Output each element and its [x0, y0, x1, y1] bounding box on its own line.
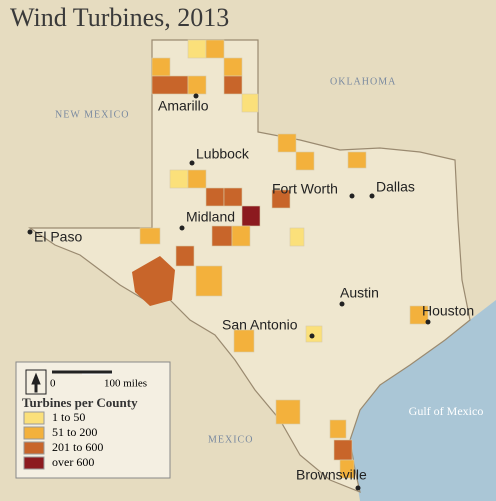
legend-swatch — [23, 411, 45, 425]
north-box — [25, 369, 47, 395]
county — [223, 75, 243, 95]
county — [132, 256, 175, 306]
city-dot — [425, 319, 431, 325]
legend-swatch — [23, 426, 45, 440]
legend-label: 51 to 200 — [52, 425, 97, 439]
county — [223, 187, 243, 207]
county — [187, 39, 207, 59]
city-dot — [189, 160, 195, 166]
county — [211, 225, 233, 247]
region-label: NEW MEXICO — [55, 109, 130, 120]
water-label: Gulf of Mexico — [409, 404, 484, 418]
city-label: Dallas — [376, 179, 415, 195]
county — [139, 227, 161, 245]
county — [151, 75, 189, 95]
legend-swatch — [23, 441, 45, 455]
city-dot — [27, 229, 33, 235]
city-dot — [339, 301, 345, 307]
county — [277, 133, 297, 153]
title: Wind Turbines, 2013 — [10, 3, 229, 32]
county — [205, 39, 225, 59]
city-dot — [355, 485, 361, 491]
county — [295, 151, 315, 171]
cities: Amarillo Lubbock Fort Worth Dallas Midla… — [27, 93, 474, 491]
city-label: San Antonio — [222, 317, 298, 333]
county — [187, 75, 207, 95]
legend-label: 1 to 50 — [52, 410, 85, 424]
county — [195, 265, 223, 297]
legend-label: 201 to 600 — [52, 440, 103, 454]
county — [187, 169, 207, 189]
county — [289, 227, 305, 247]
county — [241, 205, 261, 227]
county — [233, 329, 255, 353]
scale-label: 0 — [50, 378, 56, 390]
county — [333, 439, 353, 461]
city-label: Amarillo — [158, 98, 209, 114]
county — [409, 305, 429, 325]
city-label: Austin — [340, 285, 379, 301]
city-label: Lubbock — [196, 146, 250, 162]
legend-title: Turbines per County — [22, 395, 138, 410]
legend: 0 100 miles Turbines per County 1 to 505… — [15, 361, 171, 479]
city-dot — [179, 225, 185, 231]
legend-swatch — [23, 456, 45, 470]
city-label: El Paso — [34, 229, 82, 245]
county — [305, 325, 323, 343]
city-dot — [349, 193, 355, 199]
county — [175, 245, 195, 267]
county — [275, 399, 301, 425]
county — [223, 57, 243, 77]
city-label: Midland — [186, 209, 235, 225]
county — [339, 459, 355, 479]
region-label: MEXICO — [208, 434, 253, 445]
counties — [132, 39, 429, 479]
city-dot — [193, 93, 199, 99]
city-dot — [309, 333, 315, 339]
city-dot — [369, 193, 375, 199]
county — [271, 189, 291, 209]
region-label: OKLAHOMA — [330, 76, 396, 87]
city-label: Houston — [422, 303, 474, 319]
county — [169, 169, 189, 189]
city-label: Brownsville — [296, 467, 367, 483]
county — [205, 187, 225, 207]
north-arrow — [31, 372, 41, 393]
county — [241, 93, 259, 113]
county — [329, 419, 347, 439]
city-label: Fort Worth — [272, 181, 338, 197]
county — [231, 225, 251, 247]
scale-label: 100 miles — [104, 378, 147, 390]
legend-label: over 600 — [52, 455, 94, 469]
county — [151, 57, 171, 77]
county — [347, 151, 367, 169]
gulf — [350, 300, 496, 501]
